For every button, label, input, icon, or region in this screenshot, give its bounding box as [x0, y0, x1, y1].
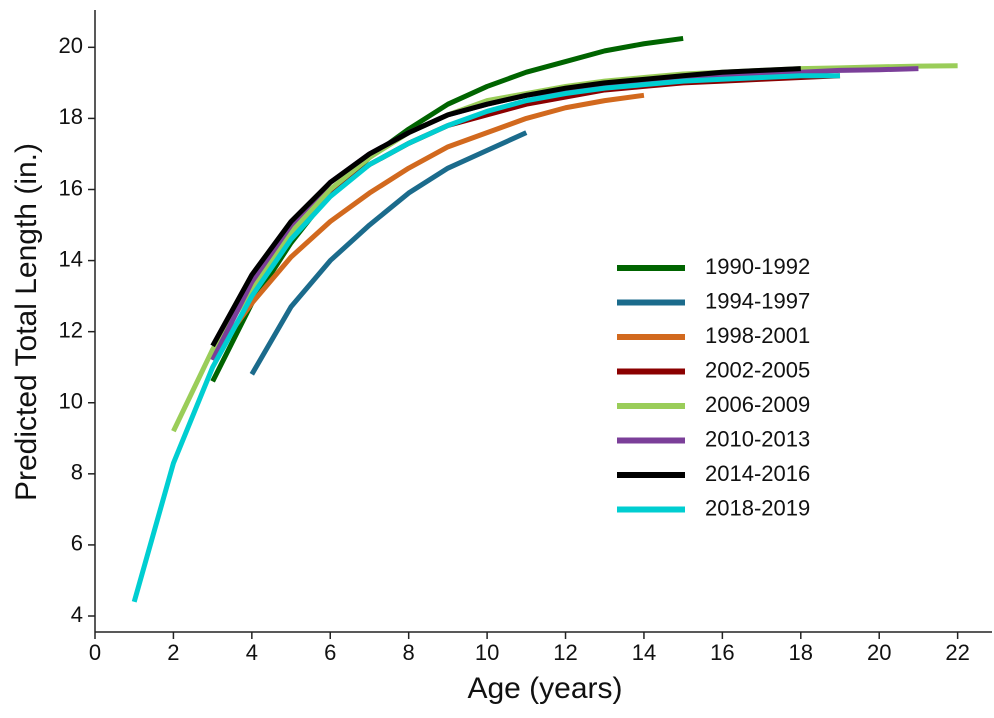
- x-tick-label: 20: [867, 640, 891, 665]
- x-tick-label: 14: [632, 640, 656, 665]
- legend-label: 2002-2005: [705, 357, 810, 382]
- x-tick-label: 0: [89, 640, 101, 665]
- y-tick-label: 12: [59, 317, 83, 342]
- x-tick-label: 4: [246, 640, 258, 665]
- legend-label: 1990-1992: [705, 254, 810, 279]
- y-tick-label: 4: [71, 602, 83, 627]
- series-line: [210, 66, 801, 348]
- y-tick-label: 16: [59, 175, 83, 200]
- x-tick-label: 8: [403, 640, 415, 665]
- series-line: [210, 92, 645, 359]
- x-tick-label: 22: [945, 640, 969, 665]
- series-line: [210, 66, 919, 362]
- x-tick-label: 18: [789, 640, 813, 665]
- legend-label: 1994-1997: [705, 288, 810, 313]
- y-tick-label: 8: [71, 460, 83, 485]
- legend-label: 2014-2016: [705, 461, 810, 486]
- legend-label: 2006-2009: [705, 392, 810, 417]
- x-tick-label: 16: [710, 640, 734, 665]
- x-tick-label: 10: [475, 640, 499, 665]
- y-tick-label: 10: [59, 389, 83, 414]
- series-line: [171, 63, 958, 433]
- y-tick-label: 14: [59, 246, 83, 271]
- y-tick-label: 20: [59, 33, 83, 58]
- x-tick-label: 2: [167, 640, 179, 665]
- series-line: [249, 130, 528, 376]
- x-tick-label: 6: [324, 640, 336, 665]
- y-axis-label: Predicted Total Length (in.): [10, 143, 43, 501]
- legend-label: 2018-2019: [705, 495, 810, 520]
- x-axis-label: Age (years): [467, 672, 622, 705]
- y-tick-label: 18: [59, 104, 83, 129]
- x-tick-label: 12: [553, 640, 577, 665]
- y-tick-label: 6: [71, 531, 83, 556]
- legend-label: 2010-2013: [705, 426, 810, 451]
- legend-label: 1998-2001: [705, 323, 810, 348]
- series-line: [131, 73, 840, 603]
